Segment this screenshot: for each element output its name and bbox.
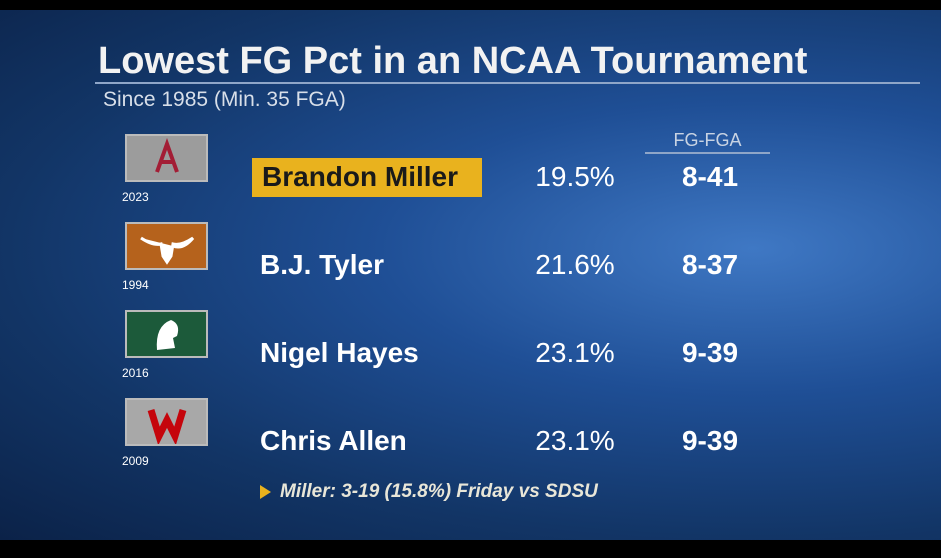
logo-mark — [140, 236, 195, 265]
bullet — [260, 485, 271, 499]
year: 2023 — [122, 190, 149, 204]
fg-fga: 9-39 — [681, 425, 739, 456]
logo-mark — [155, 138, 179, 173]
player-name: Chris Allen — [260, 425, 407, 456]
logo-mark — [147, 408, 187, 446]
column-rule — [645, 152, 770, 154]
graphic: Lowest FG Pct in an NCAA Tournament Sinc… — [0, 10, 941, 540]
column-header: FG-FGA — [673, 130, 742, 150]
footnote: Miller: 3-19 (15.8%) Friday vs SDSU — [280, 481, 598, 502]
team-logo — [125, 222, 208, 270]
fg-pct: 21.6% — [535, 249, 615, 280]
year: 1994 — [122, 278, 149, 292]
team-logo — [125, 310, 208, 358]
player-name: Brandon Miller — [262, 161, 459, 192]
year: 2016 — [122, 366, 149, 380]
logo-mark — [156, 320, 179, 350]
title-rule — [95, 82, 920, 84]
highlight — [252, 158, 482, 197]
title: Lowest FG Pct in an NCAA Tournament — [98, 40, 808, 82]
fg-fga: 8-37 — [681, 249, 739, 280]
fg-pct: 23.1% — [535, 425, 615, 456]
year: 2009 — [122, 454, 149, 468]
team-logo — [125, 398, 208, 446]
team-logo — [125, 134, 208, 182]
fg-fga: 8-41 — [681, 161, 739, 192]
player-name: B.J. Tyler — [260, 249, 384, 280]
fg-pct: 23.1% — [535, 337, 615, 368]
subtitle: Since 1985 (Min. 35 FGA) — [103, 88, 346, 111]
fg-pct: 19.5% — [535, 161, 615, 192]
fg-fga: 9-39 — [681, 337, 739, 368]
player-name: Nigel Hayes — [260, 337, 419, 368]
